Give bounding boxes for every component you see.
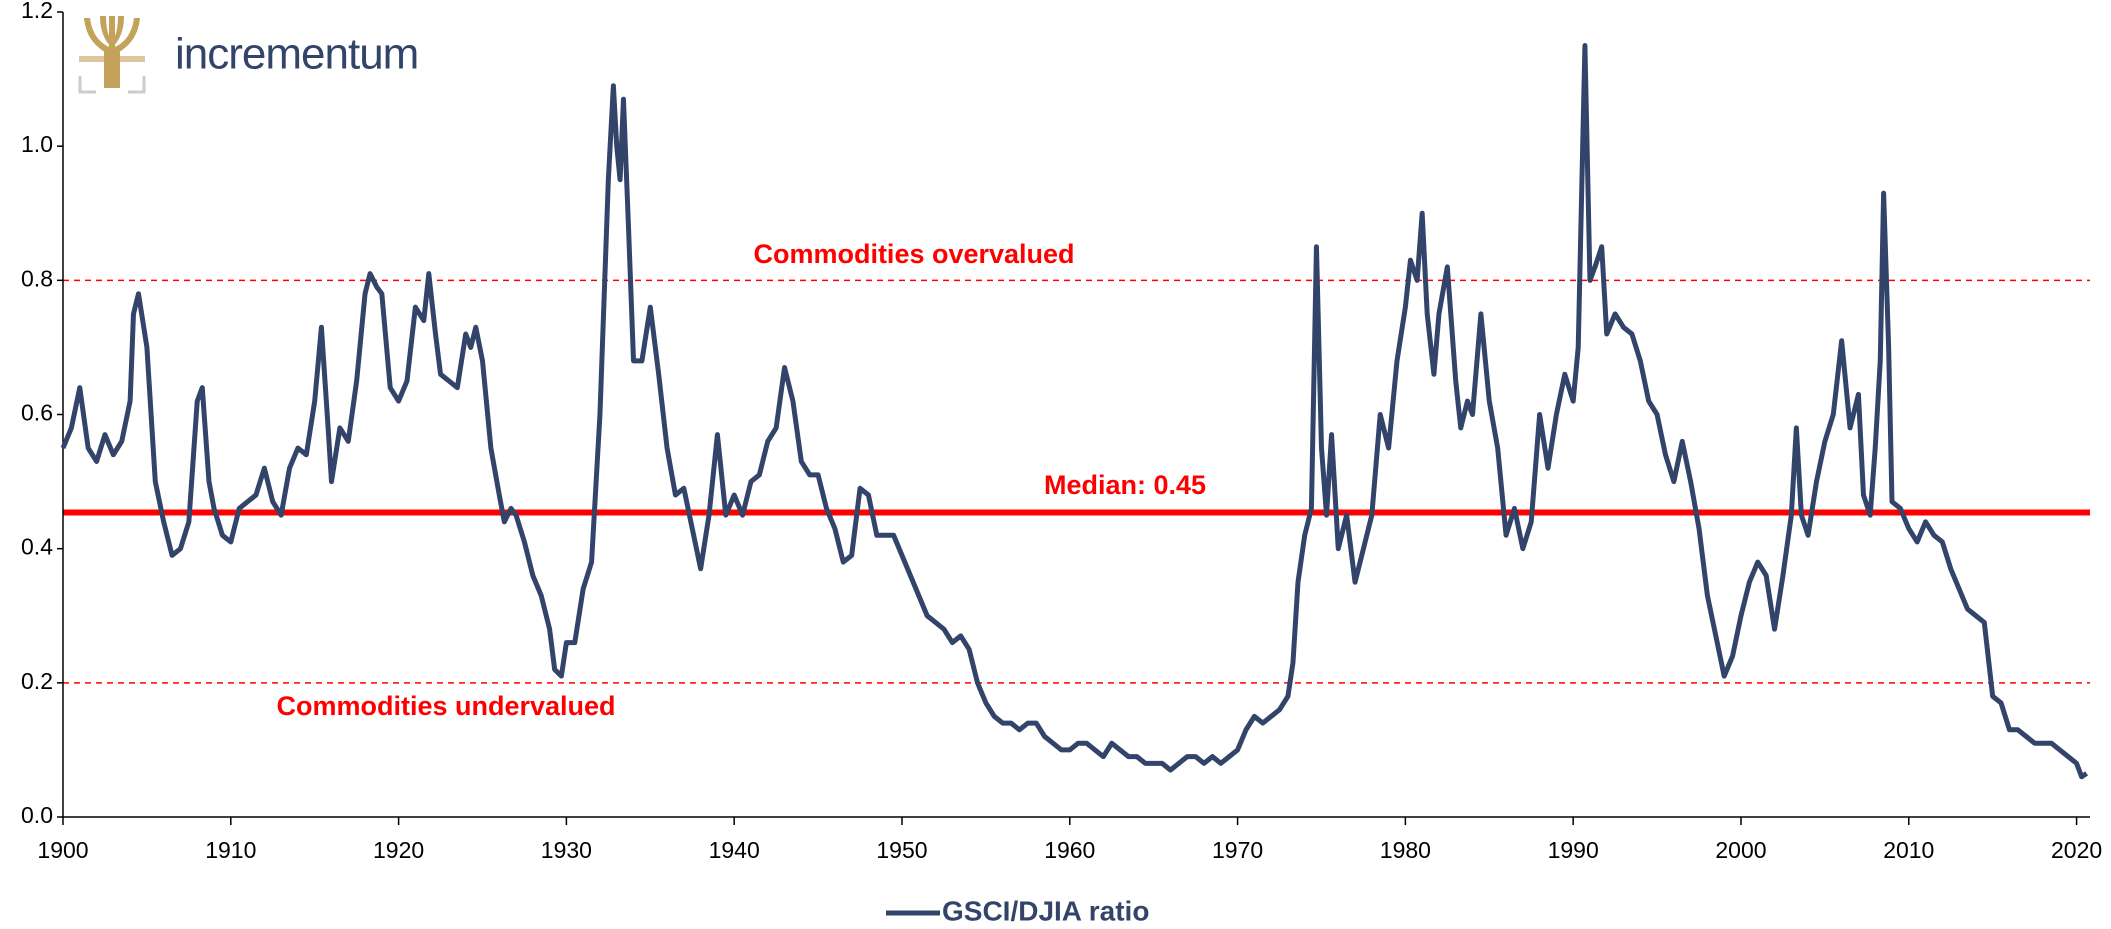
x-tick-label: 1930 bbox=[541, 837, 592, 863]
y-tick-label: 0.0 bbox=[21, 802, 53, 828]
x-tick-label: 1900 bbox=[37, 837, 88, 863]
y-tick-label: 1.2 bbox=[21, 0, 53, 23]
x-tick-label: 2000 bbox=[1715, 837, 1766, 863]
y-tick-label: 1.0 bbox=[21, 131, 53, 157]
y-tick-label: 0.8 bbox=[21, 265, 53, 291]
y-tick-label: 0.2 bbox=[21, 668, 53, 694]
x-tick-label: 2010 bbox=[1883, 837, 1934, 863]
x-tick-label: 1960 bbox=[1044, 837, 1095, 863]
x-tick-label: 1970 bbox=[1212, 837, 1263, 863]
x-tick-label: 1920 bbox=[373, 837, 424, 863]
annotation: Median: 0.45 bbox=[1044, 470, 1206, 500]
x-tick-label: 1950 bbox=[876, 837, 927, 863]
x-tick-label: 1980 bbox=[1380, 837, 1431, 863]
annotation: Commodities overvalued bbox=[753, 239, 1074, 269]
x-tick-label: 1990 bbox=[1548, 837, 1599, 863]
y-tick-label: 0.4 bbox=[21, 534, 53, 560]
data-line bbox=[60, 43, 2089, 780]
legend-label: GSCI/DJIA ratio bbox=[942, 895, 1149, 926]
logo-frame bbox=[78, 76, 146, 94]
x-tick-label: 2020 bbox=[2051, 837, 2102, 863]
x-tick-label: 1910 bbox=[205, 837, 256, 863]
logo-text: incrementum bbox=[175, 30, 418, 79]
annotation: Commodities undervalued bbox=[276, 691, 615, 721]
y-tick-label: 0.6 bbox=[21, 400, 53, 426]
logo-icon bbox=[79, 16, 145, 88]
x-tick-label: 1940 bbox=[709, 837, 760, 863]
